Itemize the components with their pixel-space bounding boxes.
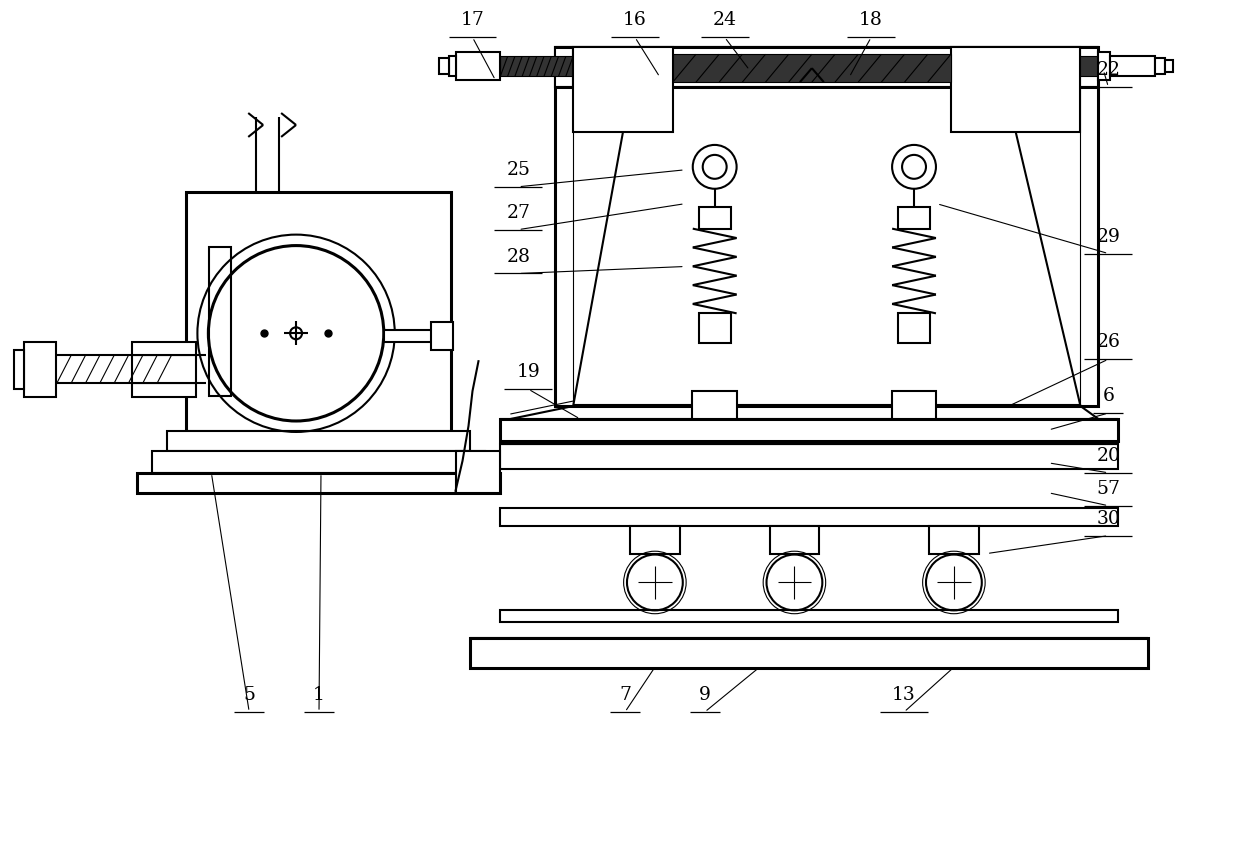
Text: 7: 7 xyxy=(619,686,631,704)
Bar xyxy=(892,391,936,419)
Bar xyxy=(439,58,449,74)
Bar xyxy=(501,444,1118,468)
Bar xyxy=(430,322,453,350)
Bar xyxy=(898,314,930,343)
Bar xyxy=(556,47,1099,406)
Bar xyxy=(501,611,1118,622)
Bar xyxy=(1156,58,1166,74)
Bar xyxy=(770,526,820,553)
Bar xyxy=(1099,52,1110,80)
Text: 5: 5 xyxy=(243,686,255,704)
Bar xyxy=(501,56,573,77)
Bar xyxy=(131,341,196,397)
Bar xyxy=(951,47,1080,132)
Text: 20: 20 xyxy=(1096,447,1121,465)
Bar xyxy=(186,192,450,431)
Bar xyxy=(698,207,730,229)
Bar xyxy=(14,350,24,389)
Text: 28: 28 xyxy=(506,247,531,266)
Bar xyxy=(1166,61,1173,72)
Text: 19: 19 xyxy=(516,363,541,381)
Text: 18: 18 xyxy=(859,11,883,29)
Bar xyxy=(573,47,673,132)
Bar xyxy=(455,52,501,80)
Text: 1: 1 xyxy=(312,686,325,704)
Bar xyxy=(24,341,56,397)
Bar xyxy=(1110,56,1156,77)
Bar xyxy=(470,638,1148,669)
Bar xyxy=(151,451,485,473)
Bar xyxy=(501,508,1118,526)
Bar xyxy=(449,56,455,77)
Text: 25: 25 xyxy=(506,161,531,179)
Bar xyxy=(698,314,730,343)
Text: 30: 30 xyxy=(1096,510,1120,527)
Bar xyxy=(210,246,232,396)
Text: 29: 29 xyxy=(1096,228,1120,246)
Text: 22: 22 xyxy=(1096,61,1121,79)
Bar xyxy=(1080,56,1099,77)
Bar xyxy=(630,526,680,553)
Text: 6: 6 xyxy=(1102,387,1115,405)
Text: 17: 17 xyxy=(460,11,485,29)
Bar xyxy=(166,431,470,451)
Text: 27: 27 xyxy=(506,204,531,222)
Text: 13: 13 xyxy=(893,686,916,704)
Bar xyxy=(692,391,737,419)
Bar xyxy=(384,331,435,342)
Bar xyxy=(673,54,951,82)
Bar xyxy=(455,451,501,493)
Bar xyxy=(501,419,1118,441)
Text: 9: 9 xyxy=(699,686,711,704)
Text: 57: 57 xyxy=(1096,479,1121,498)
Bar xyxy=(556,47,1099,87)
Text: 24: 24 xyxy=(713,11,737,29)
Text: 26: 26 xyxy=(1096,333,1120,352)
Bar xyxy=(898,207,930,229)
Text: 16: 16 xyxy=(622,11,647,29)
Bar xyxy=(136,473,501,493)
Bar xyxy=(929,526,978,553)
